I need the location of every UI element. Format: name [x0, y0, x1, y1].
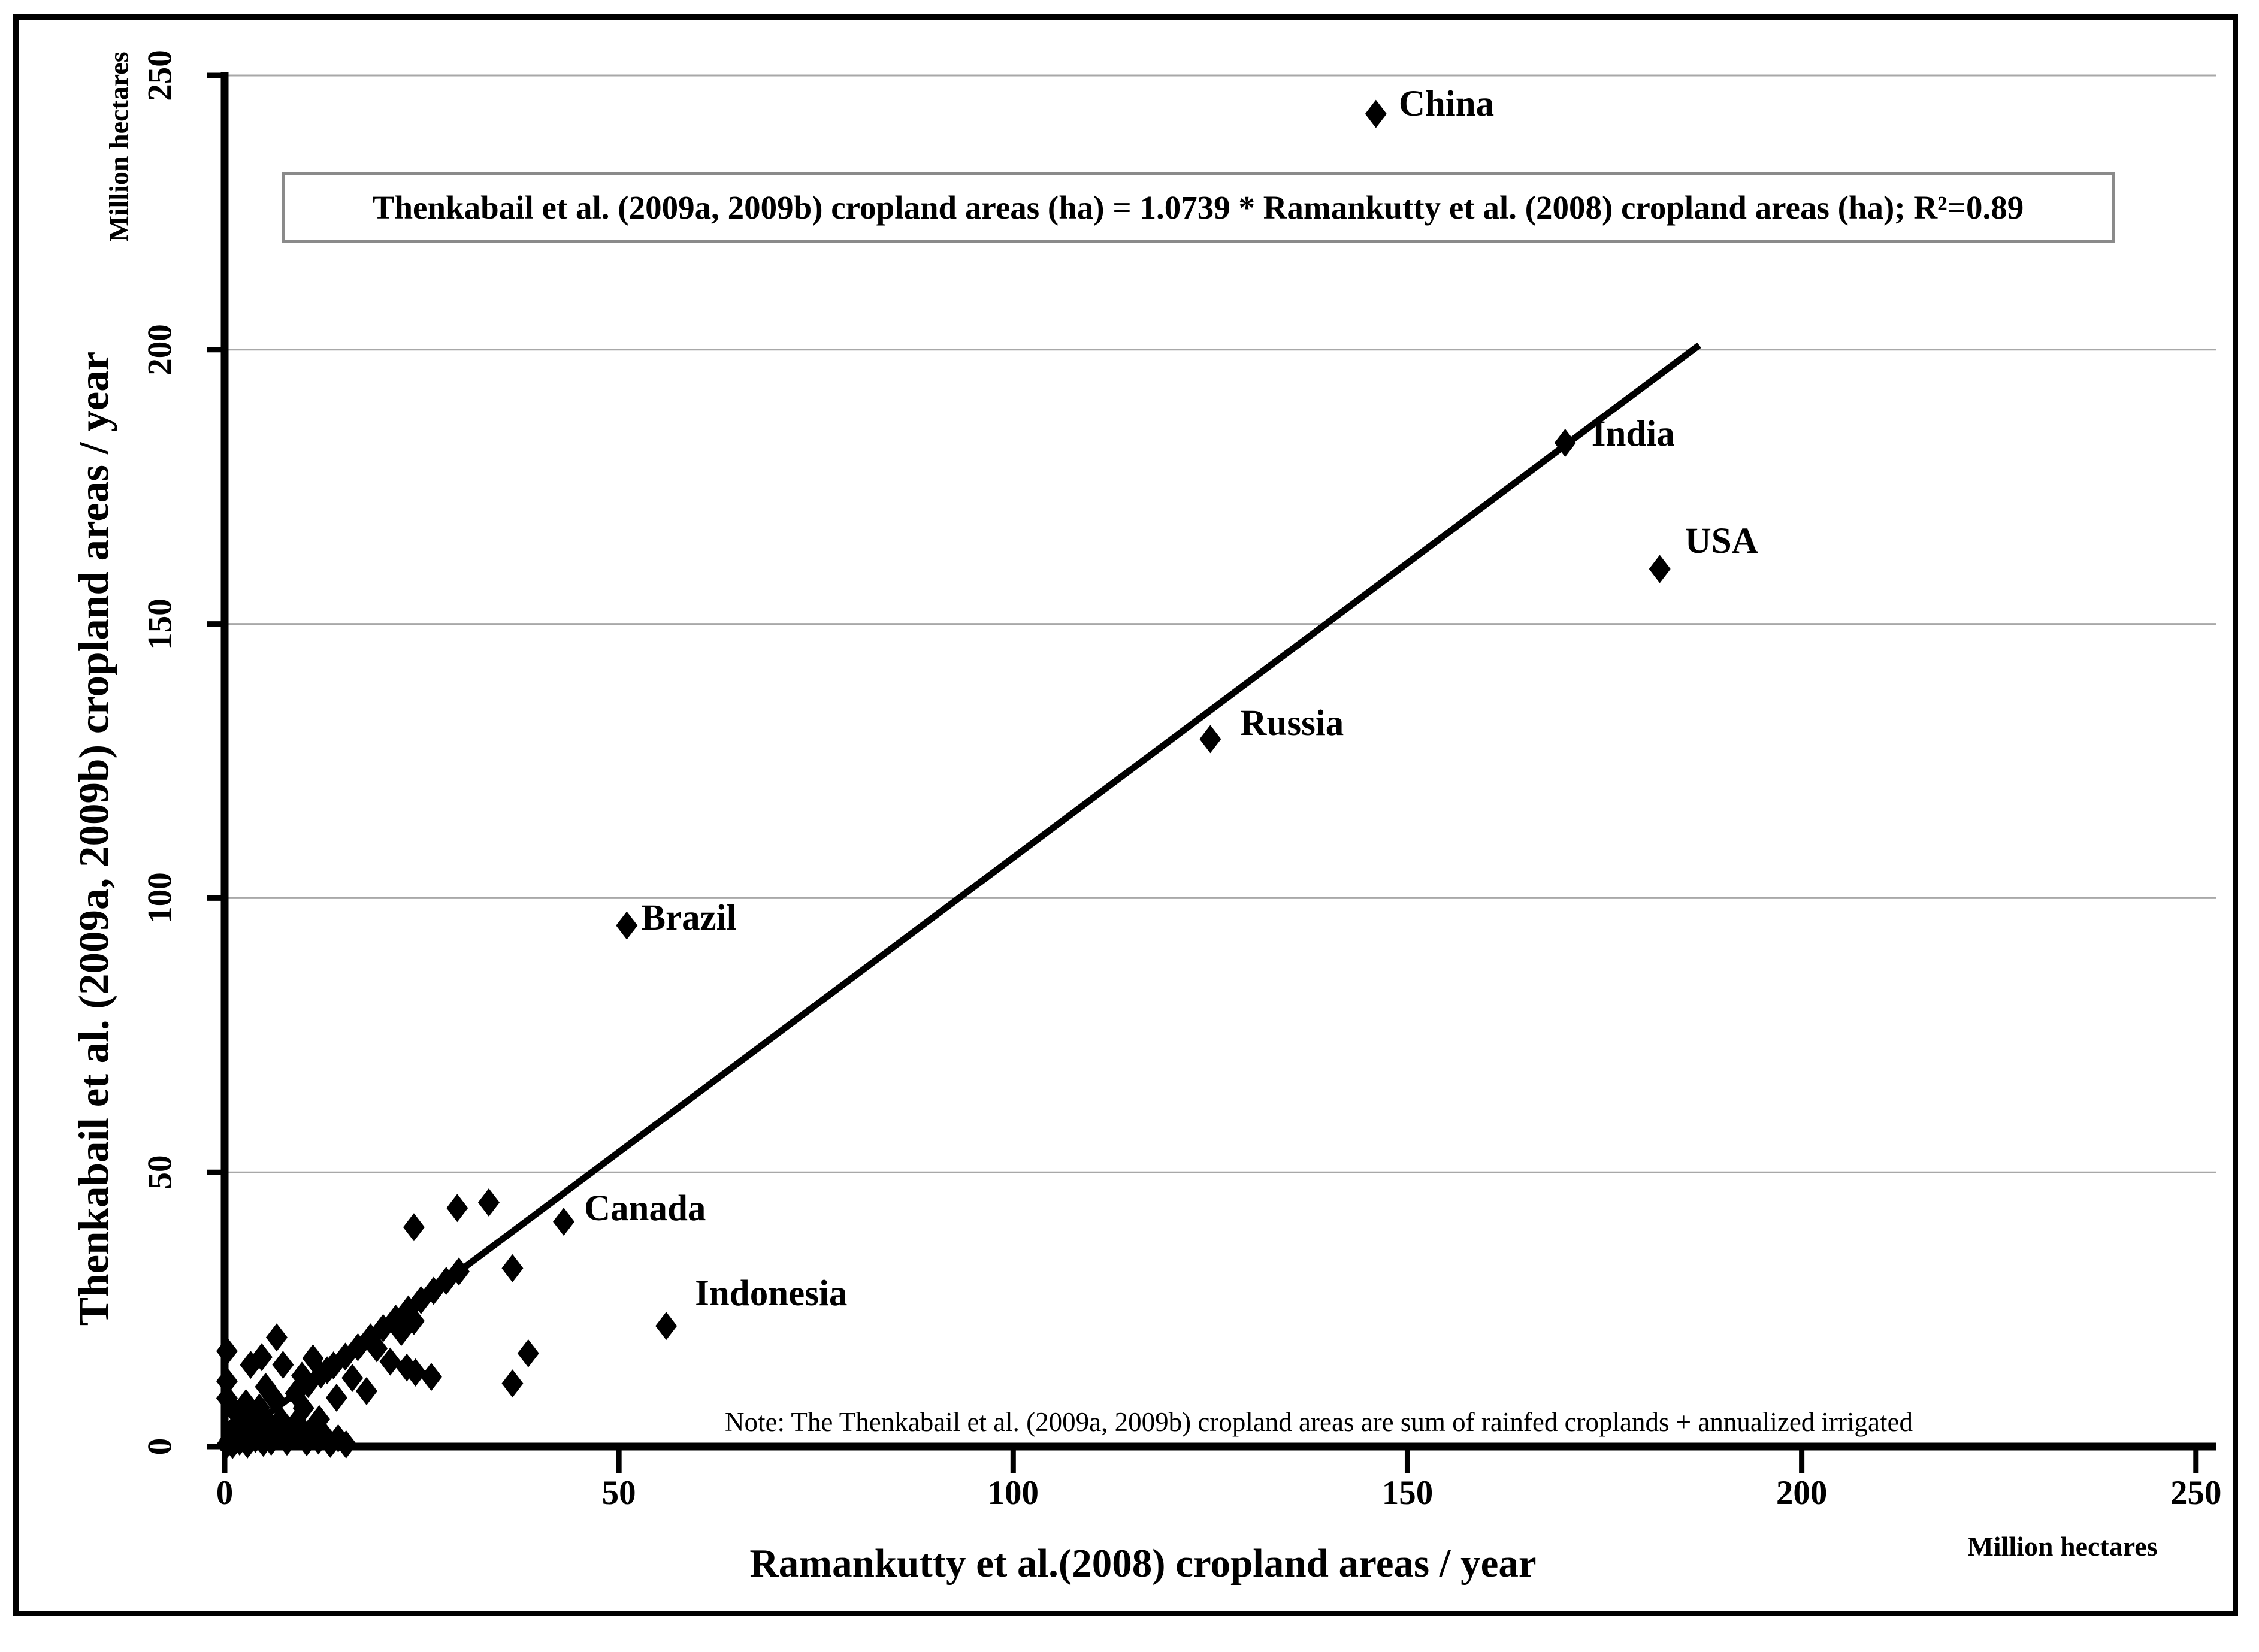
data-point-78: [501, 1369, 524, 1398]
x-tick-label-250: 250: [2170, 1474, 2222, 1512]
data-point-57: [420, 1363, 442, 1391]
country-label-russia: Russia: [1240, 703, 1344, 743]
x-tick-label-100: 100: [987, 1474, 1039, 1512]
data-point-64: [334, 1342, 356, 1371]
data-point-75: [446, 1194, 468, 1223]
x-tick-label-150: 150: [1381, 1474, 1434, 1512]
data-point-brazil: [616, 911, 638, 940]
data-point-74: [403, 1213, 425, 1242]
x-axis-title: Ramankutty et al.(2008) cropland areas /…: [749, 1541, 1537, 1586]
data-point-30: [319, 1429, 341, 1458]
data-point-59: [396, 1353, 418, 1382]
regression-equation-text: Thenkabail et al. (2009a, 2009b) croplan…: [372, 189, 2024, 226]
x-tick-label-50: 50: [601, 1474, 636, 1512]
country-label-india: India: [1591, 414, 1675, 455]
y-axis-unit-label: Million hectares: [103, 52, 134, 242]
data-point-51: [341, 1364, 364, 1393]
data-point-76: [477, 1188, 500, 1217]
country-label-china: China: [1398, 84, 1495, 125]
y-tick-label-100: 100: [141, 872, 179, 924]
footnote-text: Note: The Thenkabail et al. (2009a, 2009…: [725, 1407, 1913, 1437]
country-label-canada: Canada: [584, 1188, 706, 1229]
country-label-brazil: Brazil: [641, 898, 737, 939]
data-point-31: [327, 1424, 349, 1453]
data-point-45: [265, 1323, 288, 1352]
data-point-44: [250, 1343, 273, 1372]
data-point-70: [410, 1286, 432, 1315]
y-tick-label-250: 250: [141, 50, 179, 101]
data-point-17: [260, 1427, 282, 1456]
chart-canvas: [207, 72, 2216, 1473]
data-point-46: [272, 1351, 294, 1379]
data-point-usa: [1649, 555, 1671, 583]
plot-area: [207, 72, 2216, 1473]
data-point-38: [262, 1384, 285, 1412]
data-point-61: [297, 1370, 319, 1399]
data-point-42: [216, 1337, 238, 1366]
data-point-73: [447, 1257, 470, 1286]
data-point-79: [517, 1339, 539, 1367]
data-point-canada: [553, 1208, 575, 1236]
data-point-66: [359, 1323, 382, 1352]
data-point-27: [301, 1414, 323, 1443]
data-point-33: [308, 1405, 330, 1433]
regression-equation-box: Thenkabail et al. (2009a, 2009b) croplan…: [282, 172, 2115, 243]
x-tick-label-200: 200: [1776, 1474, 1828, 1512]
y-tick-label-50: 50: [141, 1155, 179, 1190]
data-point-32: [335, 1430, 357, 1459]
figure-border: [13, 14, 2238, 1616]
data-point-russia: [1199, 725, 1221, 754]
data-point-77: [501, 1254, 524, 1282]
data-point-52: [355, 1377, 377, 1406]
y-axis-title: Thenkabail et al. (2009a, 2009b) croplan…: [71, 351, 118, 1326]
data-point-54: [379, 1347, 401, 1376]
data-point-50: [325, 1384, 347, 1412]
data-point-37: [248, 1393, 270, 1422]
data-point-indonesia: [655, 1312, 678, 1341]
data-point-india: [1554, 428, 1576, 457]
data-point-41: [216, 1367, 238, 1396]
country-label-usa: USA: [1685, 521, 1758, 562]
data-point-26: [295, 1428, 317, 1457]
trendline: [222, 342, 1701, 1450]
y-tick-label-0: 0: [141, 1438, 179, 1456]
country-label-indonesia: Indonesia: [695, 1273, 848, 1314]
x-axis-unit-label: Million hectares: [1967, 1531, 2158, 1562]
data-point-china: [1365, 99, 1387, 128]
x-tick-label-0: 0: [216, 1474, 234, 1512]
data-point-39: [255, 1372, 277, 1401]
data-point-40: [216, 1384, 238, 1412]
y-tick-label-200: 200: [141, 324, 179, 376]
y-tick-label-150: 150: [141, 598, 179, 650]
